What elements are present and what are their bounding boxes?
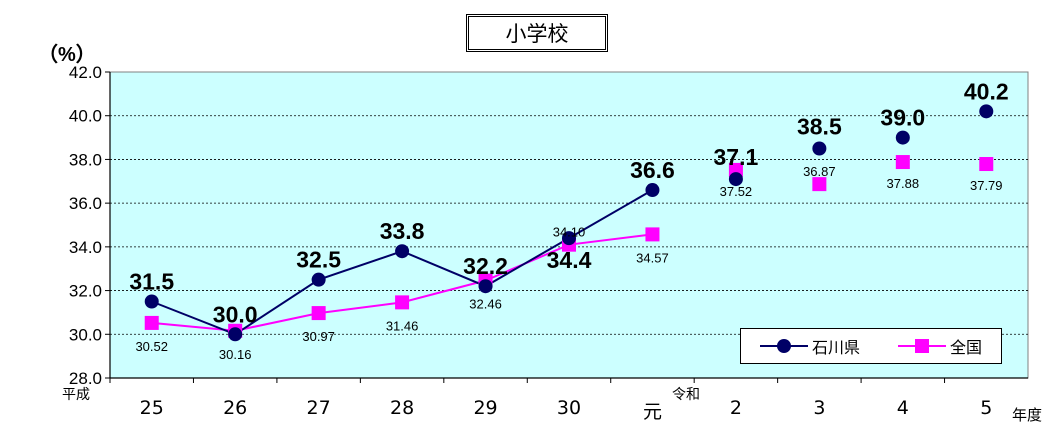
square-marker-icon <box>914 339 929 353</box>
ishikawa-data-label: 31.5 <box>129 269 174 295</box>
x-tick-label: 3 <box>813 397 825 419</box>
legend-label-national: 全国 <box>949 338 982 357</box>
legend-label-ishikawa: 石川県 <box>811 338 860 357</box>
ishikawa-data-label: 40.2 <box>964 78 1009 104</box>
x-tick-label: 4 <box>897 397 909 419</box>
ishikawa-data-label: 34.4 <box>547 247 592 273</box>
national-data-label: 34.57 <box>636 250 669 265</box>
x-tick-label: 2 <box>730 397 742 419</box>
y-tick-label: 38.0 <box>69 150 102 169</box>
ishikawa-data-label: 30.0 <box>213 301 258 327</box>
ishikawa-marker <box>979 104 994 119</box>
ishikawa-marker <box>645 183 660 198</box>
y-tick-label: 40.0 <box>69 107 102 126</box>
ishikawa-data-label: 37.1 <box>714 144 759 170</box>
y-tick-label: 32.0 <box>69 282 102 301</box>
legend-item-ishikawa: 石川県 <box>759 334 860 358</box>
circle-marker-icon <box>776 339 791 353</box>
x-tick-label: 26 <box>223 397 247 419</box>
plot-area <box>109 71 1029 379</box>
ishikawa-data-label: 39.0 <box>880 105 925 131</box>
ishikawa-marker <box>311 272 326 287</box>
ishikawa-data-label: 33.8 <box>380 218 425 244</box>
ishikawa-marker <box>478 279 493 294</box>
x-tick-label: 28 <box>390 397 414 419</box>
ishikawa-marker <box>228 327 243 342</box>
national-data-label: 34.10 <box>553 225 586 240</box>
ishikawa-marker <box>562 231 576 246</box>
ishikawa-data-label: 38.5 <box>797 114 842 140</box>
ishikawa-marker <box>144 294 159 309</box>
x-tick-label: 27 <box>307 397 331 419</box>
y-tick-label: 42.0 <box>69 63 102 82</box>
national-data-label: 37.52 <box>720 184 753 199</box>
ishikawa-marker <box>728 172 743 187</box>
legend-item-national: 全国 <box>897 334 982 358</box>
era-label-heisei: 平成 <box>62 387 90 403</box>
chart-title: 小学校 <box>466 14 608 52</box>
ishikawa-marker <box>395 244 410 259</box>
x-tick-label: 30 <box>557 397 581 419</box>
y-axis-label: （%） <box>38 44 96 66</box>
y-tick-label: 28.0 <box>69 369 102 388</box>
national-data-label: 32.46 <box>469 297 502 312</box>
x-tick-label: 25 <box>140 397 164 419</box>
national-marker <box>311 306 326 321</box>
national-marker <box>979 157 994 172</box>
era-label-reiwa: 令和 <box>672 387 700 403</box>
legend-line-national <box>897 339 946 353</box>
national-data-label: 36.87 <box>803 164 836 179</box>
x-tick-label: 元 <box>643 401 662 423</box>
legend: 石川県 全国 <box>740 328 1002 364</box>
national-data-label: 37.88 <box>887 176 920 191</box>
national-data-label: 30.52 <box>135 339 168 354</box>
ishikawa-data-label: 32.5 <box>296 247 341 273</box>
y-tick-label: 34.0 <box>69 238 102 257</box>
ishikawa-data-label: 36.6 <box>630 157 675 183</box>
national-marker <box>144 315 159 330</box>
ishikawa-data-label: 32.2 <box>463 253 508 279</box>
national-data-label: 30.97 <box>302 329 335 344</box>
national-marker <box>645 227 660 242</box>
national-marker <box>812 177 827 192</box>
national-marker <box>895 155 910 170</box>
national-marker <box>395 295 410 310</box>
national-data-label: 30.16 <box>219 347 252 362</box>
national-data-label: 37.79 <box>970 178 1003 193</box>
legend-line-ishikawa <box>759 339 808 353</box>
y-tick-label: 30.0 <box>69 325 102 344</box>
x-tick-label: 29 <box>473 397 497 419</box>
y-tick-label: 36.0 <box>69 194 102 213</box>
ishikawa-marker <box>812 141 827 156</box>
ishikawa-marker <box>895 130 910 145</box>
x-tick-label: 5 <box>980 397 992 419</box>
x-axis-unit: 年度 <box>1012 406 1043 424</box>
national-data-label: 31.46 <box>386 318 419 333</box>
